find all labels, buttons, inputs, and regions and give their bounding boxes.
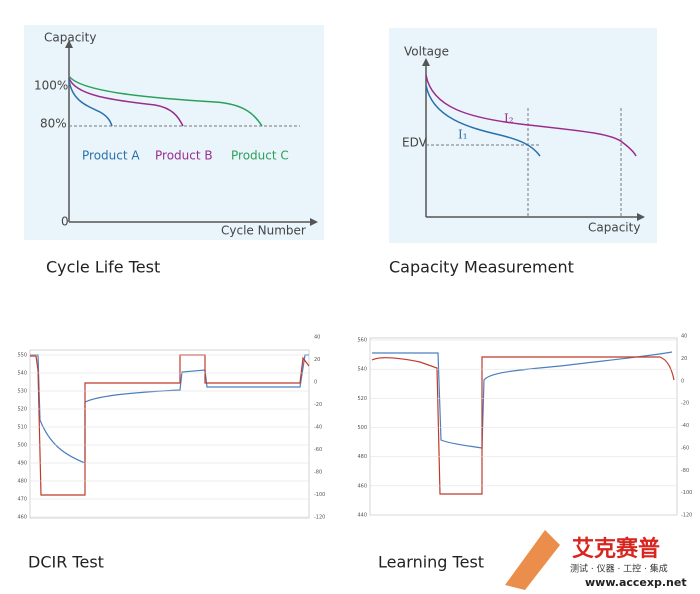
tick-label: -100 [681,490,692,496]
plot-frame [29,349,310,519]
plot-frame [369,337,678,516]
tick-label: 20 [681,356,687,362]
curve [425,84,541,157]
curve [68,75,263,127]
trace [30,354,309,464]
tick-label: 540 [17,371,27,377]
level-label: 0 [61,215,69,229]
caption: Capacity Measurement [389,258,574,277]
curve-label: I₁ [458,128,468,142]
tick-label: 40 [681,334,687,340]
tick-label: -120 [681,513,692,519]
url: www.accexp.net [585,576,687,589]
logo [505,530,560,590]
axis-label: Voltage [404,45,449,59]
arrow [637,213,645,221]
panel-background [24,25,324,240]
plot [369,337,678,516]
tick-label: 560 [357,338,367,344]
series-label: Product B [155,149,213,163]
axis-label: Cycle Number [221,224,306,238]
tick-label: -120 [314,515,325,521]
arrow [422,58,430,66]
tick-label: 440 [357,513,367,519]
tick-label: 460 [357,483,367,489]
tick-label: -20 [681,401,689,407]
axis-label: Capacity [588,221,640,235]
curve-label: I₂ [504,112,514,126]
tick-label: -40 [314,425,322,431]
tick-label: 520 [17,407,27,413]
tick-label: 40 [314,335,320,341]
series-label: Product C [231,149,289,163]
caption: Cycle Life Test [46,258,160,277]
trace [371,356,675,495]
tick-label: 530 [17,389,27,395]
level-label: 80% [40,117,67,131]
tick-label: -40 [681,423,689,429]
tick-label: 510 [17,425,27,431]
tick-label: -60 [314,447,322,453]
level-label: EDV [402,136,428,150]
arrow [310,218,318,226]
tick-label: -20 [314,402,322,408]
tick-label: 480 [17,479,27,485]
tick-label: 0 [314,380,317,386]
tick-label: 0 [681,378,684,384]
tick-label: 550 [17,353,27,359]
trace [30,354,310,496]
tick-label: 500 [17,443,27,449]
tick-label: -60 [681,445,689,451]
curve [68,77,184,127]
tick-label: 460 [17,515,27,521]
curve [425,74,637,157]
level-label: 100% [34,79,68,93]
brand: 艾克赛普 [572,536,660,562]
axis-label: Capacity [44,31,96,45]
tick-label: 480 [357,454,367,460]
tick-label: 520 [357,396,367,402]
arrow [65,40,73,48]
plot [29,349,310,519]
tick-label: 500 [357,425,367,431]
tick-label: -80 [681,468,689,474]
caption: DCIR Test [28,553,104,572]
series-label: Product A [82,149,140,163]
caption: Learning Test [378,553,484,572]
tick-label: 490 [17,461,27,467]
tick-label: 540 [357,367,367,373]
trace [372,351,673,449]
curve [68,79,113,127]
tick-label: -100 [314,492,325,498]
tick-label: 470 [17,497,27,503]
tick-label: 20 [314,357,320,363]
panel-background [389,28,657,243]
tick-label: -80 [314,470,322,476]
tagline: 测试 · 仪器 · 工控 · 集成 [570,563,668,575]
